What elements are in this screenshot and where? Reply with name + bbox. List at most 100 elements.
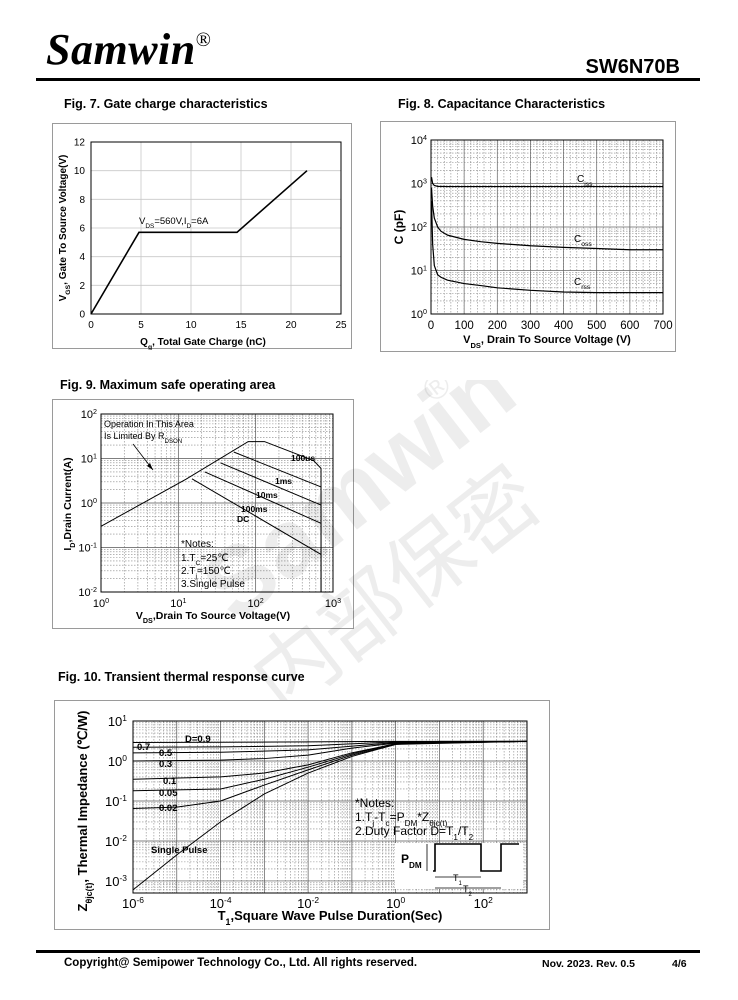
fig8-x-tick-label: 0 (428, 320, 434, 332)
fig8-y-tick-label: 102 (411, 221, 427, 234)
fig8-x-tick-label: 100 (455, 320, 474, 332)
fig7-chart: 0 5 10 15 20 25 0 2 4 6 8 10 12 VDS=560V,ID=6A Qg, Tot… (58, 138, 347, 351)
fig10-t2-label: T2 (463, 884, 473, 898)
fig9-note-arrowhead (147, 463, 153, 470)
brand-logo: Samwin® (46, 25, 212, 74)
fig9-x-axis-label: VDS,Drain To Source Voltage(V) (136, 610, 290, 625)
fig10-x-tick-label: 102 (474, 895, 493, 911)
fig9-y-tick-label: 100 (81, 497, 97, 510)
fig10-notes-title: *Notes: (355, 796, 394, 810)
fig9-chart: 100 101 102 103 10-2 10-1 100 101 102 100us 1ms 10m… (62, 408, 341, 625)
fig7-y-tick-label: 4 (79, 252, 85, 263)
fig8-series-label: Ciss (577, 174, 593, 188)
fig7-x-tick-label: 5 (138, 320, 144, 331)
fig9-series-label: 100ms (241, 504, 268, 514)
footer-rule (36, 950, 700, 953)
fig7-y-axis-label: VGS, Gate To Source Voltage(V) (58, 155, 72, 302)
fig9-y-tick-label: 101 (81, 453, 97, 466)
fig7-series-line (90, 170, 308, 315)
fig10-y-axis-label: Zθjc(t), Thermal Impedance (℃/W) (75, 711, 94, 912)
fig9-series-line (100, 441, 322, 592)
fig7-x-axis-label: Qg, Total Gate Charge (nC) (140, 337, 266, 350)
fig10-x-tick-label: 100 (386, 895, 405, 911)
fig9-x-tick-label: 103 (325, 597, 341, 610)
fig9-series-label: 10ms (256, 490, 278, 500)
fig7-y-tick-label: 12 (74, 138, 86, 149)
fig9-x-tick-label: 100 (93, 597, 109, 610)
part-number: SW6N70B (585, 56, 680, 78)
fig7-x-tick-label: 15 (235, 320, 247, 331)
fig8-y-tick-label: 103 (411, 178, 427, 191)
fig9-note-1: 1.TC=25℃ (181, 553, 229, 567)
watermark-reg: ® (415, 380, 458, 410)
fig10-x-tick-label: 10-6 (122, 895, 144, 911)
fig10-series-line (132, 740, 528, 762)
fig8-x-tick-label: 400 (554, 320, 573, 332)
fig8-x-axis-label: VDS, Drain To Source Voltage (V) (463, 334, 631, 350)
fig9-series-label: DC (237, 514, 249, 524)
fig7-title: Fig. 7. Gate charge characteristics (64, 97, 268, 111)
fig7-y-tick-label: 0 (79, 310, 85, 321)
fig9-panel: 100 101 102 103 10-2 10-1 100 101 102 100us 1ms 10m… (52, 399, 354, 629)
fig10-series-label: 0.5 (159, 748, 173, 759)
fig10-y-tick-label: 100 (108, 753, 127, 769)
fig7-y-tick-label: 6 (79, 224, 85, 235)
fig10-series-label: D=0.9 (185, 734, 211, 745)
fig8-series-label: Coss (574, 234, 592, 248)
footer-page-number: 4/6 (672, 958, 687, 970)
fig8-series-line (430, 200, 663, 294)
fig10-note-2: 2.Duty Factor D=T1/T2 (355, 824, 474, 842)
fig10-y-tick-label: 10-1 (105, 793, 127, 809)
fig10-series-label: 0.3 (159, 759, 172, 770)
fig10-series-label: 0.02 (159, 803, 178, 814)
fig9-notes-title: *Notes: (181, 539, 214, 550)
footer-copyright: Copyright@ Semipower Technology Co., Ltd… (64, 957, 418, 969)
fig7-annotation: VDS=560V,ID=6A (139, 216, 209, 230)
fig9-note-area-line1: Operation In This Area (104, 419, 194, 429)
fig10-plot-frame (132, 720, 528, 894)
fig10-note-1: 1.Tj-Tc=PDM*Zθjc(t) (355, 810, 448, 828)
fig10-series-label: Single Pulse (151, 845, 208, 856)
fig7-y-tick-label: 10 (74, 166, 86, 177)
fig9-series-line (220, 462, 322, 592)
fig8-y-tick-label: 100 (411, 308, 427, 321)
fig7-x-tick-label: 0 (88, 320, 94, 331)
fig8-series-label: Crss (574, 277, 591, 291)
fig7-panel: 0 5 10 15 20 25 0 2 4 6 8 10 12 VDS=560V,ID=6A Qg, Tot… (52, 123, 352, 351)
fig9-title: Fig. 9. Maximum safe operating area (60, 378, 276, 392)
fig7-y-tick-label: 8 (79, 195, 85, 206)
fig8-plot-frame (430, 139, 664, 315)
fig10-series-label: 0.1 (163, 776, 177, 787)
fig9-y-tick-label: 10-2 (78, 586, 97, 599)
fig8-panel: 0 100 200 300 400 500 600 700 100 101 102 103 104 Cis… (380, 121, 676, 352)
fig10-y-tick-label: 101 (108, 713, 127, 729)
fig10-x-axis-label: T1,Square Wave Pulse Duration(Sec) (218, 908, 443, 927)
fig9-series-line (191, 478, 322, 592)
fig10-chart: 10-6 10-4 10-2 100 102 10-3 10-2 10-1 100 101 D=0.… (75, 711, 528, 927)
fig9-x-tick-label: 102 (248, 597, 264, 610)
fig9-series-label: 1ms (275, 476, 292, 486)
fig9-y-axis-label: ID,Drain Current(A) (62, 457, 77, 550)
fig8-chart: 0 100 200 300 400 500 600 700100101102103104Cis… (392, 134, 673, 350)
fig7-plot-frame (90, 141, 342, 315)
fig8-x-tick-label: 300 (521, 320, 540, 332)
header-rule (36, 78, 700, 81)
fig9-y-tick-label: 102 (81, 408, 97, 421)
fig9-x-tick-label: 101 (170, 597, 186, 610)
fig10-t1-label: T1 (453, 873, 463, 887)
fig7-y-tick-label: 2 (79, 281, 85, 292)
fig10-title: Fig. 10. Transient thermal response curv… (58, 670, 305, 684)
fig8-x-tick-label: 600 (620, 320, 639, 332)
fig7-x-tick-label: 25 (335, 320, 347, 331)
fig9-plot-frame (100, 413, 334, 593)
fig9-series-label: 100us (291, 453, 315, 463)
fig10-pdm-label: PDM (401, 852, 422, 870)
fig8-y-axis-label: C (pF) (392, 210, 406, 245)
fig10-series-label: 0.7 (137, 742, 150, 753)
fig8-series-line (430, 187, 663, 251)
fig10-y-tick-label: 10-3 (105, 873, 127, 889)
fig8-title: Fig. 8. Capacitance Characteristics (398, 97, 606, 111)
fig10-x-tick-label: 10-2 (297, 895, 319, 911)
fig9-y-tick-label: 10-1 (78, 542, 97, 555)
fig8-x-tick-label: 700 (653, 320, 672, 332)
